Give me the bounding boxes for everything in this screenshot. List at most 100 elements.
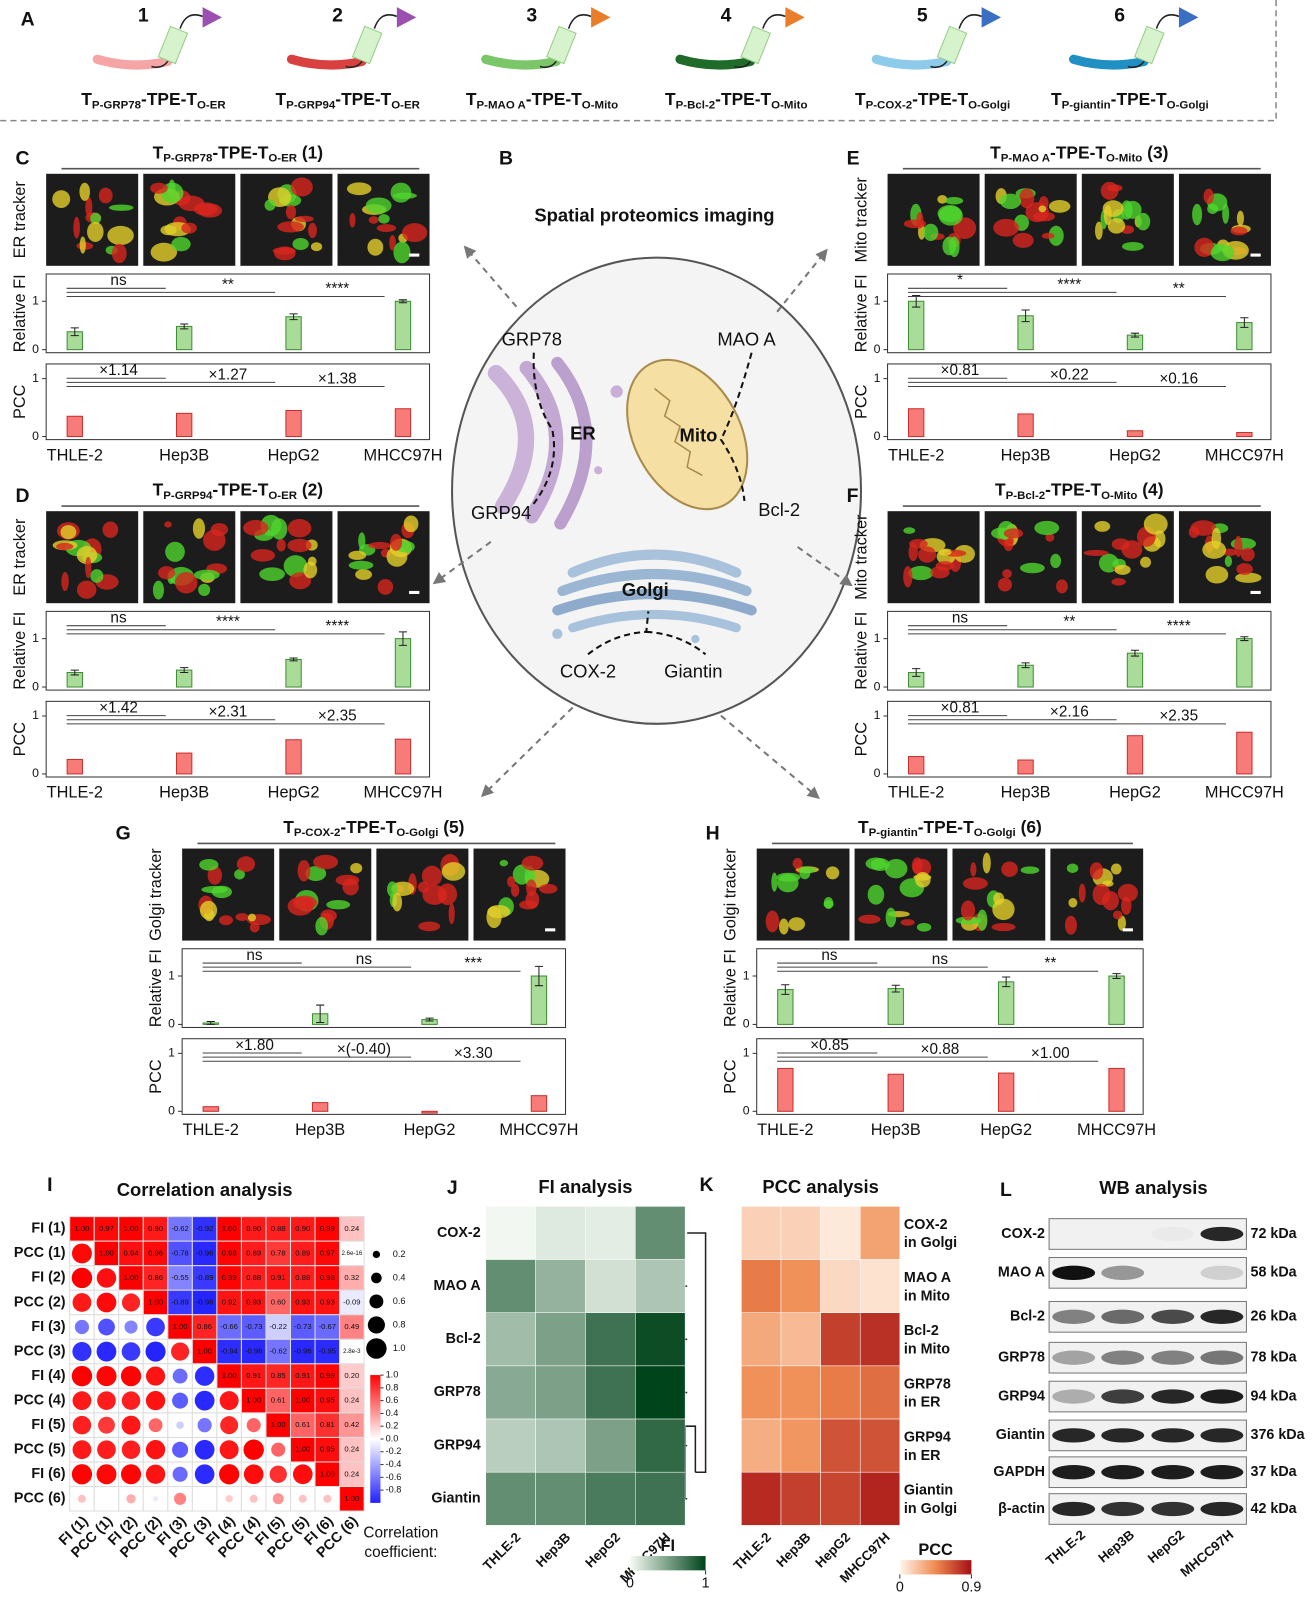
cell-signal: [390, 533, 403, 551]
band: [1052, 1389, 1096, 1404]
cell-signal: [349, 213, 356, 228]
comparison-label: ns: [110, 272, 127, 289]
cell-signal: [499, 859, 509, 867]
probe-tail: [871, 54, 952, 70]
vesicle: [691, 634, 700, 644]
cell-signal: [825, 866, 840, 880]
protein-label: β-actin: [998, 1501, 1045, 1517]
cell-signal: [152, 580, 164, 600]
cell-signal: [1123, 200, 1142, 219]
row-label-line: Giantin: [904, 1482, 953, 1498]
panel-title: FI analysis: [538, 1176, 632, 1197]
matrix-cell: [191, 1216, 218, 1242]
cell-signal: [1078, 883, 1086, 903]
cell-signal: [247, 913, 256, 922]
plot-frame: [45, 363, 431, 441]
heatmap-cell: [585, 1312, 636, 1367]
x-tick-label: Hep3B: [1001, 446, 1051, 464]
cell-value: 0.93: [246, 1298, 261, 1307]
row-label: GRP78 in ER: [904, 1376, 951, 1410]
error-bar: [398, 631, 408, 646]
cell-signal: [276, 539, 286, 552]
x-tick-label: MHCC97H: [363, 784, 442, 802]
panel-title: WB analysis: [1099, 1177, 1207, 1198]
correlation-dot: [225, 1495, 233, 1503]
heatmap-cell: [535, 1365, 586, 1420]
row-label: FI (5): [31, 1417, 65, 1433]
row-label-line: in Golgi: [904, 1501, 957, 1517]
subscript: P-GRP94: [286, 99, 336, 111]
band: [1200, 1226, 1244, 1242]
x-tick-label: MHCC97H: [499, 1121, 578, 1139]
cell-signal: [236, 856, 256, 872]
correlation-dot: [219, 1440, 239, 1460]
er-sheet: [551, 356, 593, 530]
plot-frame: [756, 1038, 1144, 1115]
panel-letter: H: [706, 822, 720, 844]
comparison-label: ****: [325, 618, 349, 635]
cell-signal: [108, 204, 134, 211]
cell-signal: [403, 515, 419, 533]
name-part: T: [153, 479, 164, 499]
cell-signal: [900, 919, 915, 926]
dashed-link: [719, 352, 753, 502]
cell-value: 0.95: [320, 1445, 335, 1454]
cell-value: 0.97: [99, 1224, 114, 1233]
correlation-dot: [146, 1317, 165, 1337]
matrix-cell: [289, 1387, 316, 1414]
y-tick-label: 0: [874, 679, 881, 693]
matrix-cell: [339, 1216, 365, 1242]
name-part: -TPE-T: [212, 479, 268, 499]
error-bar: [1021, 309, 1030, 323]
correlation-dot: [96, 1341, 117, 1362]
name-text: TP-COX-2-TPE-TO-Golgi: [855, 89, 1010, 112]
cell-diagram: B Spatial proteomics imaging GRP78 MAO A…: [432, 148, 863, 800]
probe-tail: [675, 54, 756, 70]
cell-signal: [938, 549, 952, 556]
x-tick-label: Hep3B: [871, 1121, 921, 1139]
size-label: 37 kDa: [1251, 1464, 1298, 1480]
colorbar-label: -0.6: [386, 1472, 402, 1482]
x-tick-label: MHCC97H: [1077, 1121, 1156, 1139]
cell-value: 1.00: [271, 1420, 286, 1429]
correlation-dot: [121, 1391, 141, 1410]
cell-signal: [171, 237, 191, 252]
matrix-cell: [216, 1363, 242, 1389]
x-tick-label: THLE-2: [183, 1121, 239, 1139]
cell-signal: [271, 518, 288, 540]
correlation-dot: [174, 1492, 187, 1505]
heatmap-cell: [535, 1259, 586, 1313]
name-part: -TPE-T: [715, 89, 771, 109]
cell-signal: [392, 892, 403, 912]
size-label: 94 kDa: [1251, 1388, 1298, 1404]
correlation-dot: [72, 1391, 92, 1411]
protein-label: GRP94: [471, 502, 531, 523]
probe-number: 3: [526, 4, 537, 26]
cell-signal: [307, 556, 317, 567]
correlation-dot: [72, 1341, 92, 1362]
cell-signal: [368, 541, 392, 549]
comparison-label: ×(-0.40): [337, 1041, 391, 1058]
cell-value: 0.24: [344, 1445, 360, 1454]
plot-frame: [45, 273, 431, 354]
cell-signal: [865, 857, 887, 870]
cell-signal: [56, 542, 74, 551]
probe-number: 5: [917, 4, 928, 26]
cell-signal: [348, 550, 367, 560]
band: [1200, 1350, 1244, 1365]
cell-value: -0.62: [270, 1347, 287, 1356]
band: [1151, 1227, 1194, 1241]
heatmap-cell: [635, 1418, 686, 1473]
heatmap-cell: [741, 1206, 782, 1260]
x-tick-label: Hep3B: [295, 1121, 345, 1139]
cell-signal: [335, 874, 360, 886]
correlation-dot: [219, 1391, 239, 1411]
cell-signal: [376, 224, 397, 232]
error-bar: [1002, 976, 1011, 988]
name-part: -TPE-T: [912, 89, 968, 109]
cell-value: 0.60: [271, 1298, 286, 1307]
cell-value: 0.96: [148, 1248, 163, 1257]
cell-signal: [150, 182, 168, 194]
probe-head: [1178, 7, 1199, 28]
